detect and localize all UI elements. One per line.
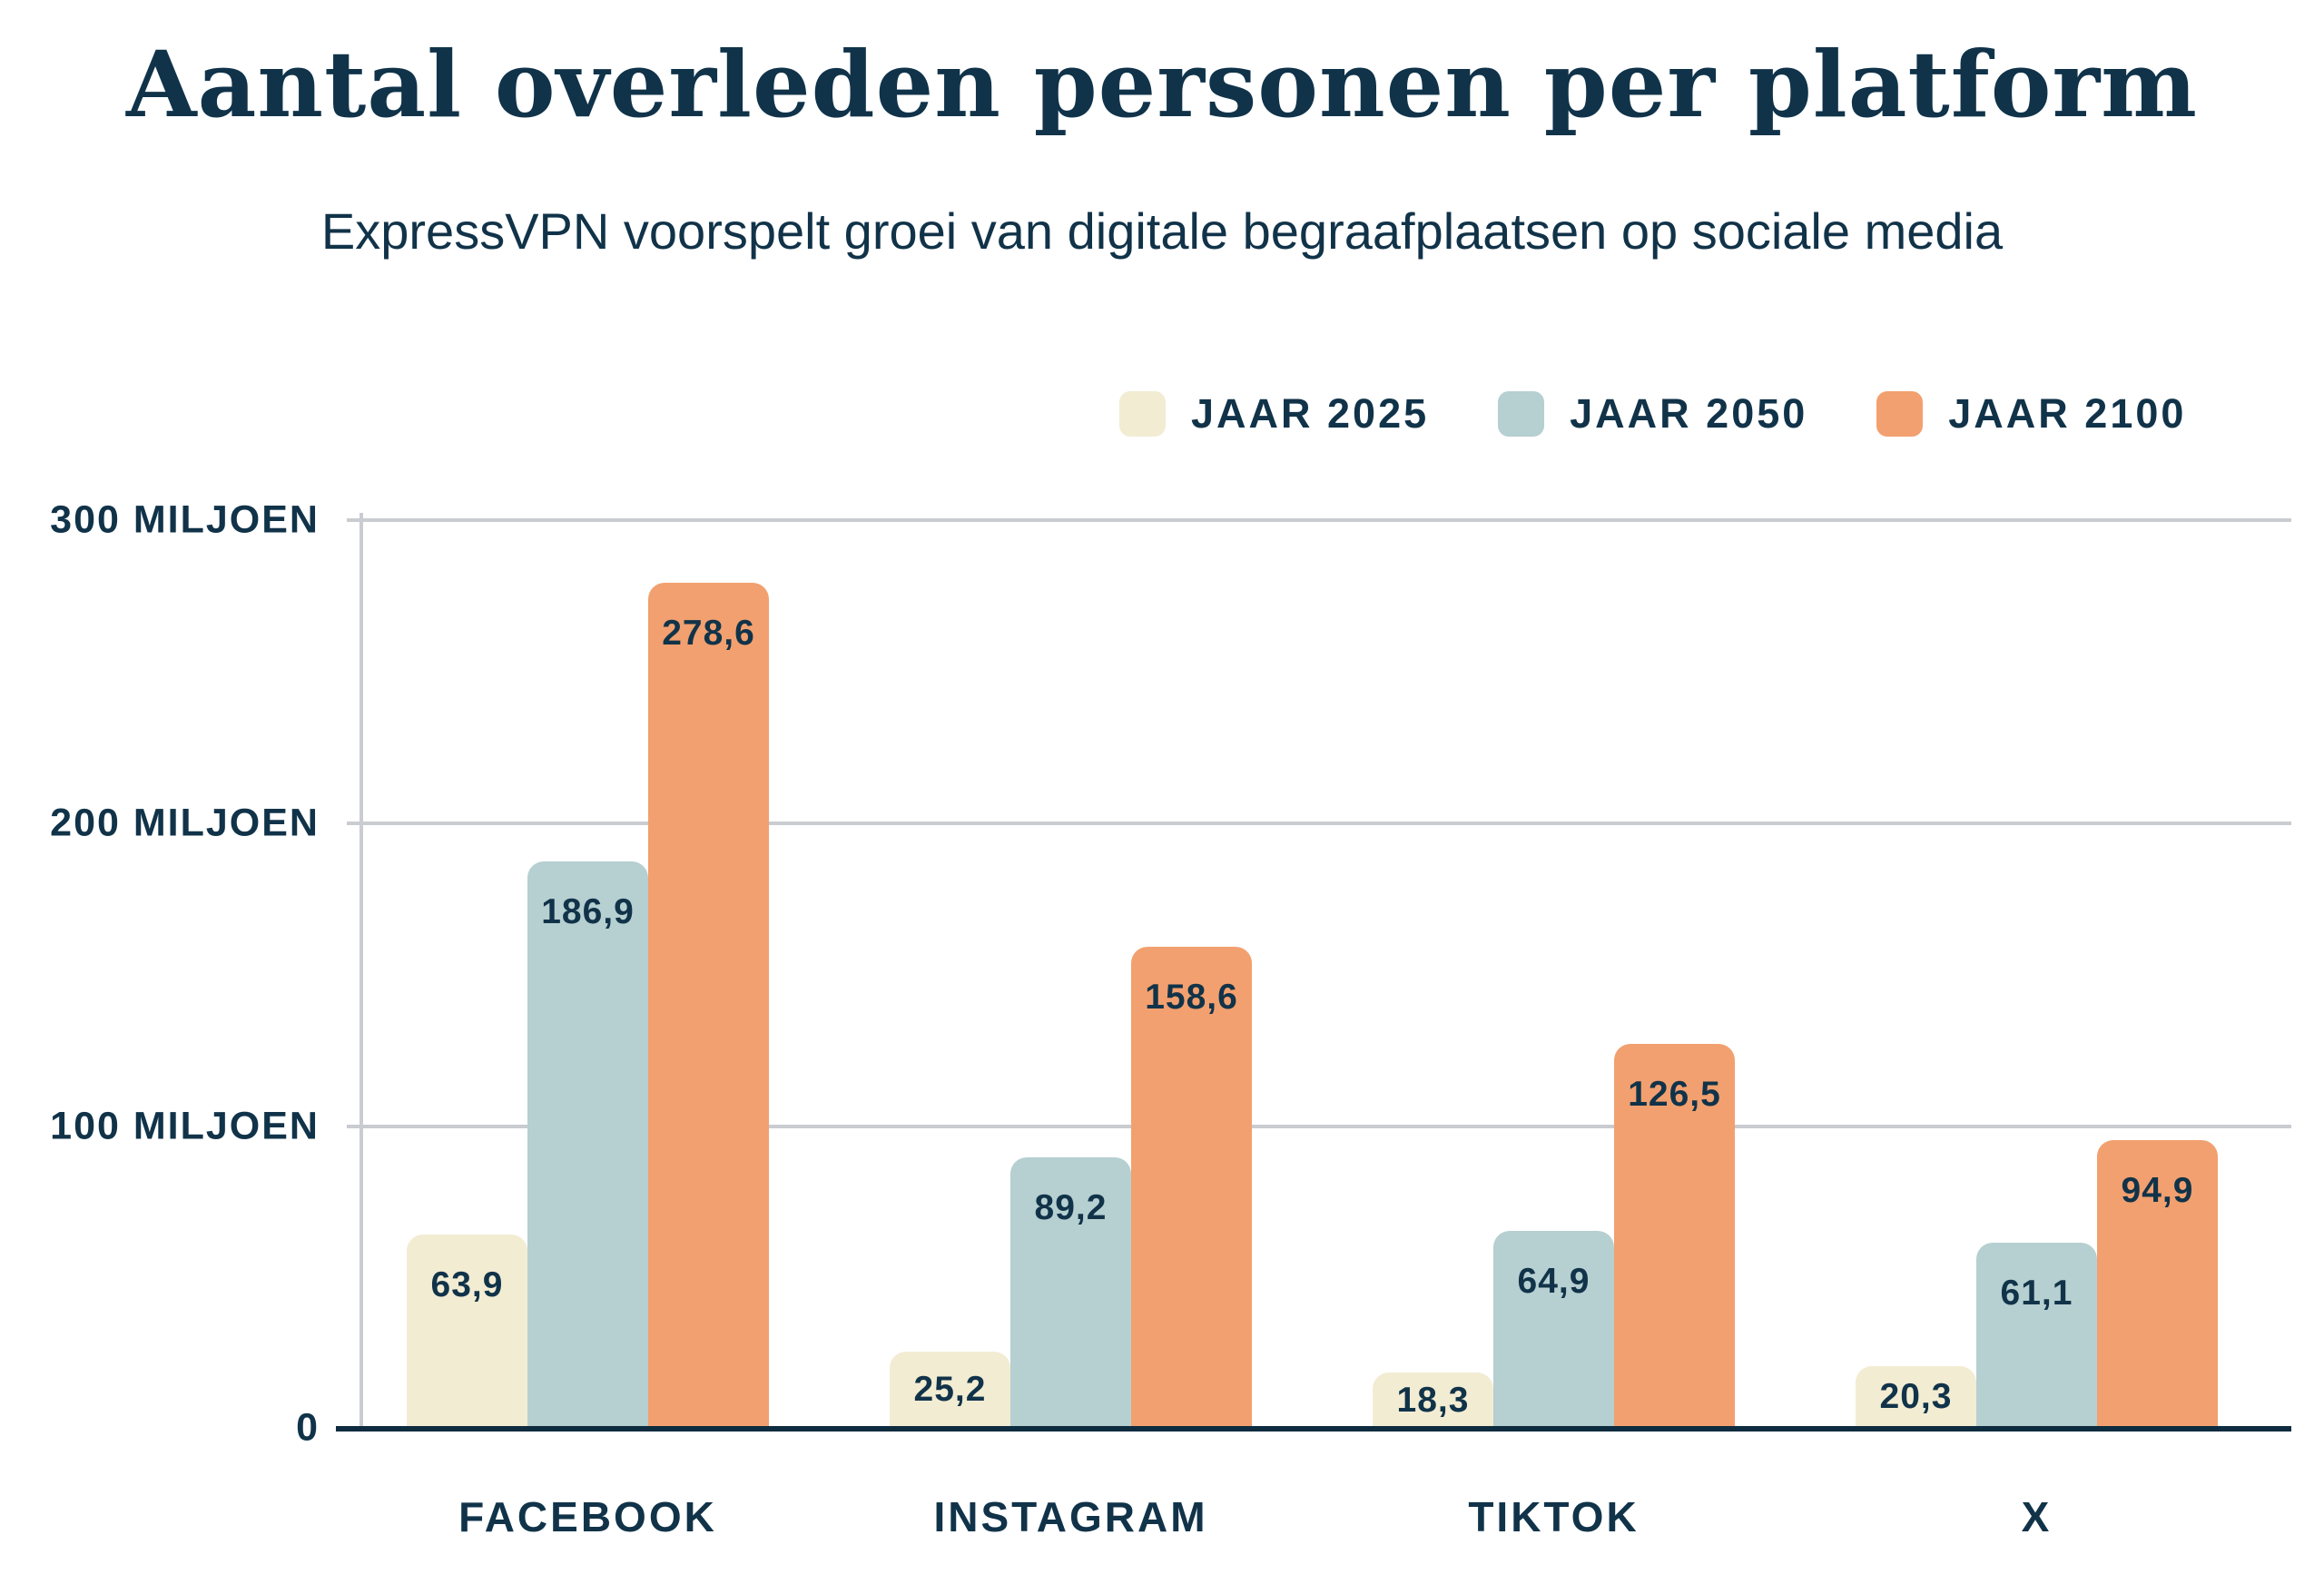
- bar-tiktok-jaar-2025: 18,3: [1373, 1372, 1493, 1428]
- bar-value-label: 64,9: [1517, 1262, 1590, 1301]
- legend-label: JAAR 2100: [1948, 390, 2187, 437]
- bar-instagram-jaar-2050: 89,2: [1010, 1157, 1131, 1428]
- x-axis-baseline: [336, 1426, 2291, 1432]
- bar-value-label: 18,3: [1396, 1381, 1470, 1420]
- legend-item-jaar-2100: JAAR 2100: [1876, 390, 2186, 438]
- x-axis-label-tiktok: TIKTOK: [1468, 1493, 1640, 1540]
- bar-facebook-jaar-2025: 63,9: [407, 1235, 527, 1428]
- y-axis-label-0: 0: [296, 1405, 320, 1450]
- gridline-200: [347, 822, 2291, 825]
- bar-value-label: 158,6: [1145, 978, 1238, 1017]
- legend: JAAR 2025 JAAR 2050 JAAR 2100: [1119, 390, 2186, 438]
- y-axis-label-200: 200 MILJOEN: [50, 801, 320, 845]
- bar-value-label: 278,6: [662, 614, 755, 653]
- bar-value-label: 20,3: [1879, 1377, 1953, 1416]
- bar-value-label: 25,2: [913, 1370, 987, 1409]
- bar-value-label: 126,5: [1628, 1075, 1721, 1114]
- legend-label: JAAR 2025: [1191, 390, 1430, 437]
- gridline-300: [347, 518, 2291, 522]
- bar-facebook-jaar-2050: 186,9: [527, 861, 648, 1428]
- bar-value-label: 63,9: [430, 1265, 504, 1304]
- legend-label: JAAR 2050: [1570, 390, 1808, 437]
- chart-subtitle: ExpressVPN voorspelt groei van digitale …: [320, 202, 2004, 260]
- bar-value-label: 94,9: [2121, 1171, 2194, 1210]
- y-axis-line: [359, 513, 363, 1430]
- bar-x-jaar-2025: 20,3: [1856, 1366, 1976, 1428]
- x-axis-label-facebook: FACEBOOK: [458, 1493, 717, 1540]
- x-axis-label-instagram: INSTAGRAM: [933, 1493, 1208, 1540]
- legend-item-jaar-2025: JAAR 2025: [1119, 390, 1429, 438]
- y-axis-label-100: 100 MILJOEN: [50, 1104, 320, 1148]
- chart-title: Aantal overleden personen per platform: [126, 31, 2198, 138]
- bar-value-label: 89,2: [1034, 1188, 1108, 1227]
- bar-instagram-jaar-2025: 25,2: [890, 1352, 1010, 1428]
- legend-swatch-icon: [1119, 391, 1166, 437]
- bar-value-label: 186,9: [541, 892, 635, 931]
- legend-swatch-icon: [1876, 391, 1924, 437]
- gridline-100: [347, 1125, 2291, 1128]
- bar-facebook-jaar-2100: 278,6: [648, 583, 769, 1428]
- bar-tiktok-jaar-2100: 126,5: [1614, 1044, 1735, 1428]
- x-axis-label-x: X: [2021, 1493, 2053, 1540]
- bar-instagram-jaar-2100: 158,6: [1131, 947, 1252, 1428]
- y-axis-label-300: 300 MILJOEN: [50, 497, 320, 542]
- bar-tiktok-jaar-2050: 64,9: [1493, 1231, 1614, 1428]
- legend-item-jaar-2050: JAAR 2050: [1498, 390, 1807, 438]
- bar-x-jaar-2050: 61,1: [1976, 1243, 2097, 1428]
- bar-value-label: 61,1: [2000, 1274, 2073, 1313]
- bar-x-jaar-2100: 94,9: [2097, 1140, 2218, 1428]
- legend-swatch-icon: [1498, 391, 1545, 437]
